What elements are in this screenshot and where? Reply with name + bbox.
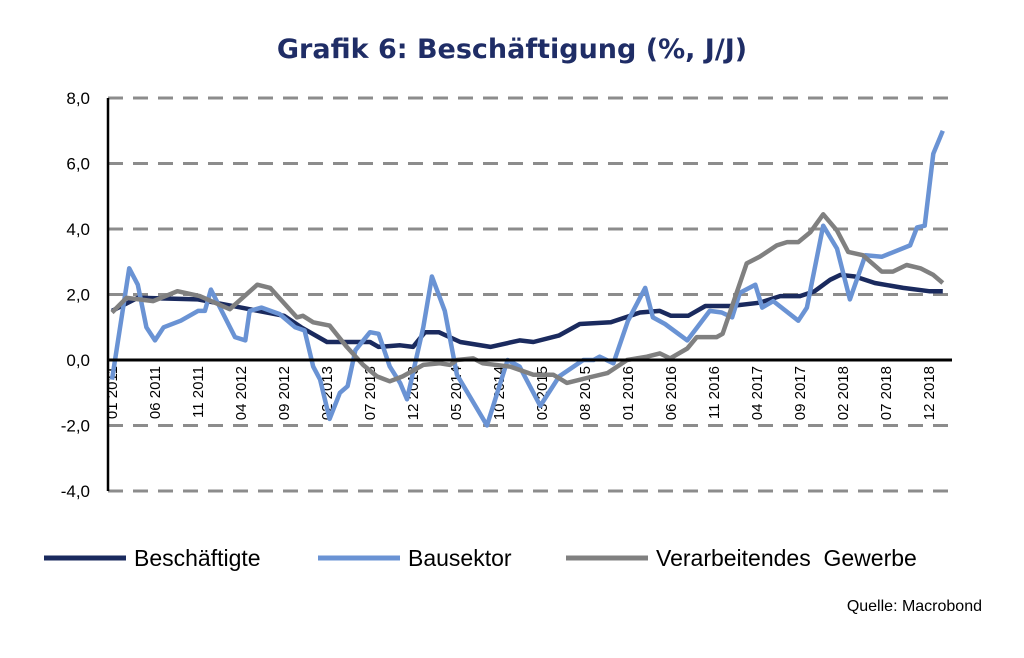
x-tick-label: 12 2018 xyxy=(921,366,938,420)
y-axis-ticks: 8,0 6,0 4,0 2,0 0,0 -2,0 -4,0 xyxy=(61,89,90,501)
y-tick-label: 6,0 xyxy=(66,155,90,174)
x-tick-label: 06 2016 xyxy=(663,366,680,420)
y-tick-label: -2,0 xyxy=(61,417,90,436)
x-tick-label: 08 2015 xyxy=(577,366,594,420)
x-axis-ticks: 01 2011 06 2011 11 2011 04 2012 09 2012 02 20… xyxy=(104,366,938,420)
series-line-1 xyxy=(109,129,945,428)
x-tick-label: 11 2016 xyxy=(706,366,723,419)
source-note: Quelle: Macrobond xyxy=(847,598,982,615)
legend-label: Verarbeitendes Gewerbe xyxy=(656,545,917,571)
y-tick-label: 8,0 xyxy=(66,89,90,108)
legend-label: Beschäftigte xyxy=(134,545,261,571)
x-tick-label: 09 2017 xyxy=(792,366,809,420)
x-tick-label: 04 2017 xyxy=(749,366,766,420)
x-tick-label: 07 2013 xyxy=(362,366,379,420)
y-tick-label: 0,0 xyxy=(66,351,90,370)
legend: Beschäftigte Bausektor Verarbeitendes Gewe… xyxy=(44,545,917,571)
series-line-0 xyxy=(110,272,943,350)
legend-label: Bausektor xyxy=(408,545,512,571)
x-tick-label: 06 2011 xyxy=(147,366,164,419)
x-tick-label: 07 2018 xyxy=(878,366,895,420)
chart-title: Grafik 6: Beschäftigung (%, J/J) xyxy=(277,34,747,65)
series-line-2 xyxy=(110,212,945,386)
y-tick-label: 2,0 xyxy=(66,286,90,305)
y-tick-label: 4,0 xyxy=(66,220,90,239)
axes xyxy=(106,98,952,491)
y-tick-label: -4,0 xyxy=(61,482,90,501)
x-tick-label: 02 2018 xyxy=(835,366,852,420)
x-tick-label: 04 2012 xyxy=(233,366,250,420)
series-lines xyxy=(109,129,945,428)
x-tick-label: 09 2012 xyxy=(276,366,293,420)
x-tick-label: 11 2011 xyxy=(190,366,207,418)
x-tick-label: 01 2016 xyxy=(620,366,637,420)
gridlines xyxy=(108,96,952,493)
x-tick-label: 02 2013 xyxy=(319,366,336,420)
